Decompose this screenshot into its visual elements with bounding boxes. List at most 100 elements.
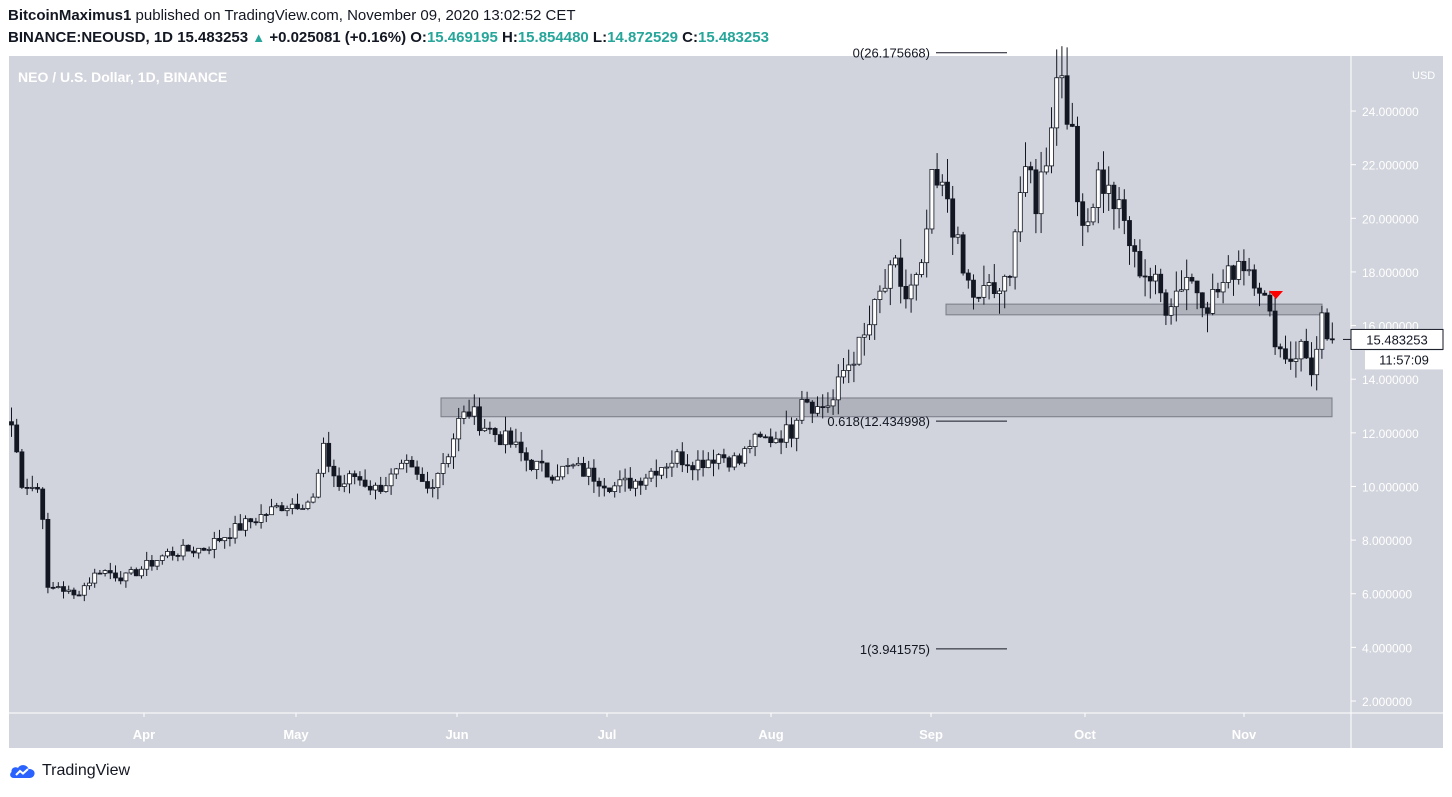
candle[interactable] <box>165 551 170 557</box>
candle[interactable] <box>1085 221 1091 226</box>
candle[interactable] <box>61 586 66 592</box>
candle[interactable] <box>731 455 737 468</box>
candle[interactable] <box>1090 207 1096 223</box>
candle[interactable] <box>1054 77 1060 129</box>
candle[interactable] <box>149 560 155 567</box>
candle[interactable] <box>326 442 332 467</box>
candle[interactable] <box>716 454 722 464</box>
candle[interactable] <box>1303 340 1309 359</box>
candle[interactable] <box>404 459 410 464</box>
candle[interactable] <box>950 198 956 238</box>
candle[interactable] <box>924 228 930 264</box>
candle[interactable] <box>1319 312 1325 350</box>
candle[interactable] <box>565 464 571 467</box>
candle[interactable] <box>1137 251 1143 277</box>
candle[interactable] <box>211 538 217 550</box>
candle[interactable] <box>1251 269 1257 289</box>
candle[interactable] <box>1267 294 1273 312</box>
candle[interactable] <box>575 462 581 466</box>
candle[interactable] <box>237 523 243 531</box>
candle[interactable] <box>1049 127 1054 167</box>
candle[interactable] <box>1210 289 1216 314</box>
candle[interactable] <box>159 555 165 561</box>
candle[interactable] <box>778 438 784 443</box>
candle[interactable] <box>638 480 644 486</box>
candle[interactable] <box>461 411 467 419</box>
candle[interactable] <box>144 560 150 570</box>
candle[interactable] <box>664 466 670 469</box>
candle[interactable] <box>1075 125 1080 203</box>
candle[interactable] <box>1017 192 1023 233</box>
candle[interactable] <box>81 585 87 596</box>
candle[interactable] <box>113 572 118 579</box>
candle[interactable] <box>451 438 456 458</box>
candle[interactable] <box>633 480 638 489</box>
candle[interactable] <box>378 484 384 492</box>
candle[interactable] <box>315 472 321 498</box>
candle[interactable] <box>40 488 46 520</box>
candle[interactable] <box>1324 312 1330 340</box>
candle[interactable] <box>976 296 982 299</box>
candle[interactable] <box>170 551 176 556</box>
candle[interactable] <box>1007 275 1013 278</box>
candle[interactable] <box>705 459 711 469</box>
candle[interactable] <box>846 364 852 371</box>
candle[interactable] <box>1033 169 1039 215</box>
candle[interactable] <box>789 424 794 439</box>
candle[interactable] <box>128 569 134 574</box>
candle[interactable] <box>1314 348 1320 376</box>
candle[interactable] <box>1147 276 1153 282</box>
candle[interactable] <box>919 262 924 275</box>
candle[interactable] <box>55 586 61 588</box>
candle[interactable] <box>1116 199 1122 210</box>
candle[interactable] <box>1246 269 1252 272</box>
candle[interactable] <box>66 589 72 592</box>
candle[interactable] <box>1101 169 1106 194</box>
candle[interactable] <box>201 547 207 551</box>
candle[interactable] <box>425 481 430 489</box>
candle[interactable] <box>903 285 909 300</box>
candle[interactable] <box>107 570 113 574</box>
candle[interactable] <box>1277 346 1283 350</box>
candle[interactable] <box>482 427 488 432</box>
candle[interactable] <box>653 470 659 476</box>
candle[interactable] <box>518 441 524 454</box>
candle[interactable] <box>783 424 789 443</box>
candle[interactable] <box>1215 289 1221 293</box>
candle[interactable] <box>97 572 103 575</box>
candle[interactable] <box>986 282 992 286</box>
candle[interactable] <box>841 370 846 378</box>
candle[interactable] <box>934 169 940 186</box>
candle[interactable] <box>1132 245 1138 252</box>
candle[interactable] <box>1288 358 1294 362</box>
candle[interactable] <box>1095 169 1101 208</box>
candle[interactable] <box>1121 199 1127 221</box>
candle[interactable] <box>757 433 763 438</box>
candle[interactable] <box>1038 171 1044 215</box>
candle[interactable] <box>300 508 306 510</box>
candle[interactable] <box>1329 338 1335 341</box>
candle[interactable] <box>263 514 269 516</box>
candle[interactable] <box>945 181 950 200</box>
candle[interactable] <box>50 586 56 589</box>
candle[interactable] <box>555 476 560 481</box>
candle[interactable] <box>601 485 607 489</box>
candle[interactable] <box>960 234 966 274</box>
candle[interactable] <box>357 476 363 481</box>
candle[interactable] <box>284 508 290 512</box>
candle[interactable] <box>258 514 264 523</box>
candle[interactable] <box>1043 165 1049 173</box>
candle[interactable] <box>1111 184 1117 210</box>
candle[interactable] <box>305 501 311 509</box>
candle[interactable] <box>243 518 248 531</box>
candle[interactable] <box>497 434 503 446</box>
candle[interactable] <box>867 324 872 336</box>
candle[interactable] <box>29 486 35 489</box>
candle[interactable] <box>882 287 888 292</box>
candle[interactable] <box>815 406 820 414</box>
candle[interactable] <box>861 334 867 338</box>
candle[interactable] <box>414 466 420 475</box>
candle[interactable] <box>627 477 633 489</box>
candle[interactable] <box>492 428 498 436</box>
candle[interactable] <box>1002 275 1008 292</box>
